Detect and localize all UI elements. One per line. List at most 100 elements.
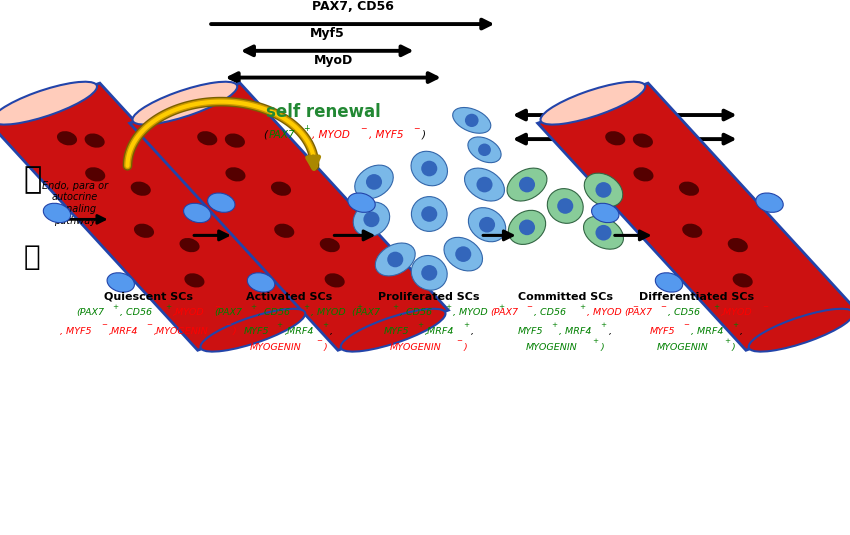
Text: +: + (601, 322, 607, 328)
Ellipse shape (477, 177, 492, 193)
Text: +: + (276, 322, 283, 328)
Ellipse shape (558, 198, 573, 214)
Text: Proliferated SCs: Proliferated SCs (378, 292, 480, 302)
Text: −: − (632, 303, 638, 310)
Ellipse shape (596, 182, 611, 198)
Ellipse shape (444, 238, 483, 271)
Ellipse shape (519, 177, 535, 193)
Ellipse shape (465, 114, 479, 127)
Ellipse shape (366, 174, 382, 190)
Ellipse shape (478, 143, 491, 156)
Ellipse shape (85, 167, 105, 181)
Ellipse shape (247, 273, 275, 292)
Ellipse shape (43, 203, 71, 223)
Text: ): ) (732, 343, 735, 352)
Text: ,MRF4: ,MRF4 (425, 327, 454, 336)
Text: ,: , (740, 327, 743, 336)
Text: , MYF5: , MYF5 (60, 327, 92, 336)
Text: MYF5: MYF5 (244, 327, 269, 336)
Ellipse shape (584, 173, 623, 207)
Ellipse shape (733, 273, 753, 287)
Ellipse shape (0, 82, 97, 125)
Text: −: − (316, 338, 322, 345)
Text: Differentiated SCs: Differentiated SCs (639, 292, 755, 302)
Ellipse shape (225, 167, 246, 181)
Ellipse shape (749, 309, 850, 351)
Text: +: + (356, 303, 362, 310)
Text: −: − (683, 322, 689, 328)
Ellipse shape (507, 168, 547, 201)
Text: ,MYOD: ,MYOD (173, 309, 205, 317)
Text: ): ) (422, 130, 426, 140)
Polygon shape (130, 83, 448, 350)
Text: +: + (462, 322, 469, 328)
Text: MYOGENIN: MYOGENIN (249, 343, 301, 352)
Ellipse shape (348, 193, 375, 212)
Text: +: + (498, 303, 504, 310)
Text: (PAX7: (PAX7 (214, 309, 242, 317)
Text: , CD56: , CD56 (258, 309, 293, 317)
Ellipse shape (465, 168, 504, 201)
Text: +: + (580, 303, 586, 310)
Text: ,MRF4: ,MRF4 (285, 327, 314, 336)
Ellipse shape (341, 309, 445, 351)
Text: ,: , (331, 327, 333, 336)
Text: +: + (724, 338, 730, 345)
Text: 🏋: 🏋 (24, 243, 41, 271)
Text: PAX7: PAX7 (269, 130, 295, 140)
Ellipse shape (468, 137, 502, 163)
Ellipse shape (184, 203, 211, 223)
Text: ,MRF4: ,MRF4 (109, 327, 138, 336)
Text: +: + (165, 303, 171, 310)
Text: ): ) (600, 343, 604, 352)
Text: ,MYOD: ,MYOD (721, 309, 753, 317)
Text: −: − (101, 322, 107, 328)
Ellipse shape (422, 206, 437, 222)
Text: MYF5: MYF5 (518, 327, 543, 336)
Text: +: + (416, 322, 423, 328)
Text: MYOGENIN: MYOGENIN (389, 343, 441, 352)
Ellipse shape (479, 217, 495, 233)
Text: MYOGENIN: MYOGENIN (657, 343, 709, 352)
Text: , MYOD: , MYOD (311, 130, 349, 140)
Text: −: − (214, 303, 220, 310)
Text: ): ) (464, 343, 468, 352)
Ellipse shape (519, 219, 535, 235)
Text: (PAX7: (PAX7 (624, 309, 652, 317)
Ellipse shape (207, 193, 235, 212)
Ellipse shape (271, 181, 291, 196)
Text: (PAX7: (PAX7 (76, 309, 104, 317)
Text: +: + (112, 303, 118, 310)
Text: , MYF5: , MYF5 (369, 130, 404, 140)
Ellipse shape (508, 210, 546, 244)
Text: MYF5: MYF5 (650, 327, 676, 336)
Ellipse shape (605, 131, 626, 146)
Text: Activated SCs: Activated SCs (246, 292, 332, 302)
Text: +: + (551, 322, 557, 328)
Text: , CD56: , CD56 (668, 309, 703, 317)
Ellipse shape (584, 216, 623, 249)
Ellipse shape (325, 273, 345, 287)
Ellipse shape (354, 202, 389, 236)
Ellipse shape (411, 197, 447, 232)
Text: MyoD: MyoD (314, 54, 353, 67)
Text: MYOGENIN: MYOGENIN (525, 343, 577, 352)
Text: ): ) (324, 343, 327, 352)
Text: (PAX7: (PAX7 (490, 309, 518, 317)
Text: +: + (445, 303, 451, 310)
Ellipse shape (756, 193, 783, 212)
Ellipse shape (422, 160, 437, 177)
Ellipse shape (456, 246, 471, 262)
Text: , CD56: , CD56 (400, 309, 435, 317)
Ellipse shape (547, 189, 583, 223)
Text: ): ) (233, 327, 236, 336)
Text: , CD56: , CD56 (535, 309, 570, 317)
Text: self renewal: self renewal (265, 103, 380, 121)
Text: +: + (250, 303, 257, 310)
Ellipse shape (107, 273, 134, 292)
Text: Myf5: Myf5 (310, 27, 344, 40)
Ellipse shape (388, 251, 403, 268)
Text: −: − (660, 303, 666, 310)
Text: +: + (303, 124, 309, 133)
Text: −: − (762, 303, 768, 310)
